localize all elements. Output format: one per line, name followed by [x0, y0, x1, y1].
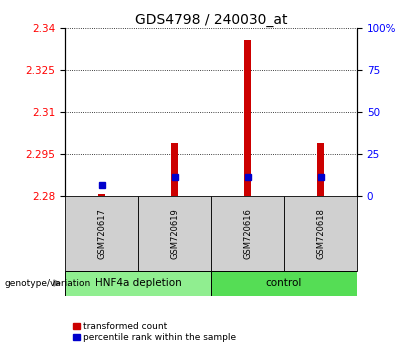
- Text: HNF4a depletion: HNF4a depletion: [94, 278, 181, 288]
- Text: GSM720619: GSM720619: [170, 208, 179, 259]
- Text: GSM720617: GSM720617: [97, 208, 106, 259]
- Bar: [65, 196, 138, 271]
- Bar: [171, 143, 178, 196]
- Legend: transformed count, percentile rank within the sample: transformed count, percentile rank withi…: [70, 319, 240, 346]
- Bar: [244, 40, 251, 196]
- Bar: [65, 271, 211, 296]
- Text: control: control: [266, 278, 302, 288]
- Bar: [317, 143, 324, 196]
- Text: GSM720618: GSM720618: [316, 208, 325, 259]
- Text: genotype/variation: genotype/variation: [4, 279, 90, 288]
- Bar: [211, 196, 284, 271]
- Bar: [211, 271, 357, 296]
- Title: GDS4798 / 240030_at: GDS4798 / 240030_at: [135, 13, 287, 27]
- Bar: [284, 196, 357, 271]
- Text: GSM720616: GSM720616: [243, 208, 252, 259]
- Bar: [98, 194, 105, 196]
- Bar: [138, 196, 211, 271]
